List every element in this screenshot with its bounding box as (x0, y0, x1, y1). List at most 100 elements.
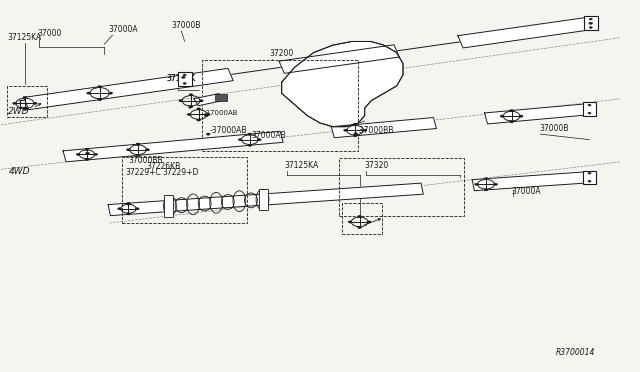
Text: 37000B: 37000B (172, 21, 202, 31)
Circle shape (358, 227, 362, 229)
Bar (583, 170, 596, 184)
Circle shape (248, 133, 252, 135)
Bar (339, 158, 464, 216)
Circle shape (136, 143, 140, 145)
Polygon shape (282, 41, 403, 127)
Circle shape (189, 106, 193, 108)
Bar (164, 195, 173, 217)
Polygon shape (24, 68, 233, 110)
Circle shape (98, 99, 102, 100)
Polygon shape (108, 183, 423, 216)
Circle shape (94, 153, 98, 155)
Circle shape (204, 115, 208, 117)
Bar (202, 60, 358, 151)
Circle shape (475, 183, 479, 185)
Bar (259, 189, 268, 210)
Text: 37000A: 37000A (511, 187, 541, 196)
Circle shape (493, 183, 497, 185)
Text: -37000BB: -37000BB (357, 126, 394, 135)
Circle shape (363, 129, 367, 131)
Circle shape (348, 221, 352, 223)
Circle shape (127, 202, 131, 205)
Circle shape (33, 102, 37, 105)
Circle shape (136, 143, 140, 145)
Text: 37125KA: 37125KA (285, 161, 319, 170)
Circle shape (23, 108, 27, 110)
Circle shape (509, 109, 513, 112)
Circle shape (85, 158, 89, 161)
Text: 37000: 37000 (38, 29, 62, 38)
Text: 37125KA: 37125KA (7, 33, 42, 42)
Polygon shape (458, 17, 591, 48)
Text: 37000AB: 37000AB (252, 131, 287, 140)
Bar (215, 94, 227, 101)
Circle shape (353, 123, 357, 125)
Circle shape (135, 208, 139, 210)
Text: 37000A: 37000A (108, 25, 138, 34)
Circle shape (87, 92, 91, 94)
Text: 37200: 37200 (269, 49, 293, 58)
Circle shape (136, 154, 140, 156)
Text: 37000BB: 37000BB (129, 155, 163, 164)
Polygon shape (63, 131, 283, 162)
Circle shape (13, 102, 17, 105)
Circle shape (248, 144, 252, 146)
Circle shape (589, 26, 593, 28)
Bar (583, 102, 596, 116)
Circle shape (183, 83, 186, 84)
Circle shape (127, 203, 131, 205)
Circle shape (519, 115, 523, 117)
Circle shape (85, 148, 89, 150)
Circle shape (353, 135, 357, 137)
Text: R3700014: R3700014 (556, 348, 596, 357)
Circle shape (588, 104, 591, 106)
Text: 37000B: 37000B (539, 124, 568, 134)
Circle shape (188, 113, 191, 116)
Text: 37125K: 37125K (167, 74, 196, 83)
Text: 2WD: 2WD (8, 108, 30, 116)
Text: 37125K: 37125K (167, 74, 196, 83)
Circle shape (127, 213, 131, 215)
Circle shape (589, 22, 593, 25)
Polygon shape (484, 103, 596, 124)
Text: 37229+D: 37229+D (163, 168, 198, 177)
Circle shape (589, 18, 593, 20)
Circle shape (196, 119, 200, 121)
Circle shape (358, 215, 362, 218)
Bar (584, 16, 598, 31)
Circle shape (181, 76, 185, 78)
Polygon shape (472, 171, 596, 191)
Polygon shape (194, 94, 223, 106)
Circle shape (588, 180, 591, 182)
Circle shape (196, 108, 200, 110)
Circle shape (484, 178, 488, 180)
Text: 4WD: 4WD (8, 167, 30, 176)
Circle shape (23, 96, 27, 99)
Circle shape (206, 133, 210, 135)
Text: 37229+C: 37229+C (125, 168, 161, 177)
Circle shape (109, 92, 113, 94)
Circle shape (500, 115, 504, 117)
Circle shape (509, 121, 513, 123)
Circle shape (206, 113, 210, 116)
Bar (177, 72, 191, 86)
Circle shape (484, 189, 488, 191)
Circle shape (179, 100, 182, 102)
Text: -37000AB: -37000AB (209, 126, 247, 135)
Circle shape (238, 139, 242, 141)
Circle shape (353, 124, 357, 126)
Circle shape (127, 149, 131, 151)
Circle shape (344, 129, 348, 131)
Circle shape (86, 152, 90, 154)
Circle shape (588, 112, 591, 114)
Text: 37320: 37320 (365, 161, 389, 170)
Polygon shape (279, 45, 399, 73)
Bar (342, 203, 382, 234)
Text: 37226KB: 37226KB (147, 162, 180, 171)
Text: -37000AB: -37000AB (204, 110, 238, 116)
Circle shape (257, 139, 261, 141)
Circle shape (118, 208, 122, 210)
Circle shape (200, 100, 203, 102)
Circle shape (367, 221, 371, 223)
Circle shape (98, 86, 102, 88)
